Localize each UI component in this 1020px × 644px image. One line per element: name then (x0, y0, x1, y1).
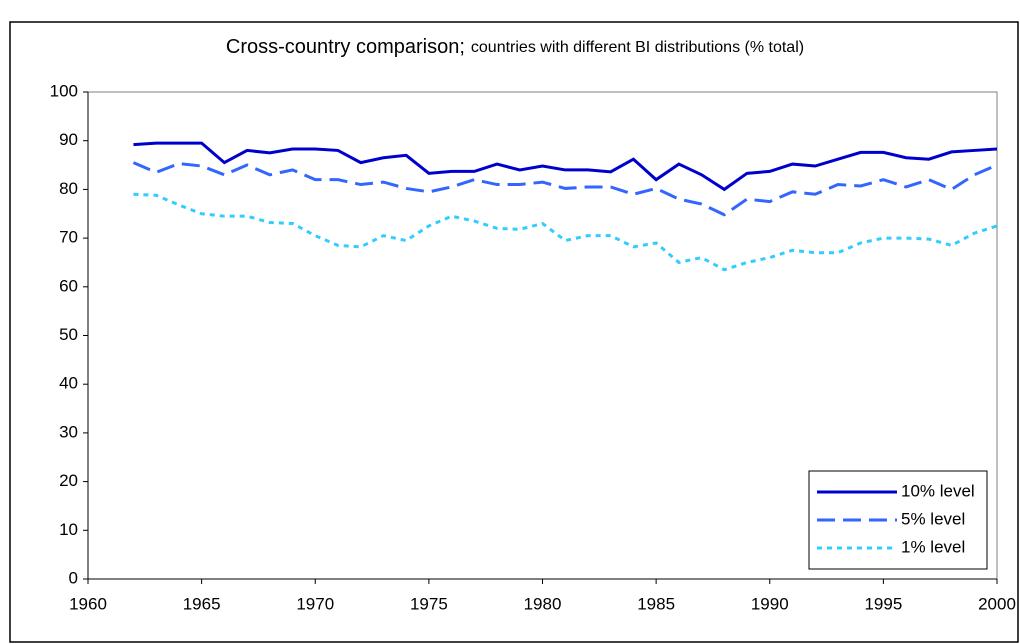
x-tick-label: 1965 (183, 594, 221, 613)
y-tick-label: 0 (69, 568, 78, 587)
subtitle: countries with different BI distribution… (471, 39, 804, 56)
y-tick-label: 10 (59, 520, 78, 539)
x-tick-label: 1980 (524, 594, 562, 613)
x-tick-label: 1960 (69, 594, 107, 613)
x-tick-label: 1990 (751, 594, 789, 613)
x-tick-label: 1975 (410, 594, 448, 613)
y-tick-label: 20 (59, 471, 78, 490)
chart-title: Cross-country comparison; countries with … (226, 36, 804, 58)
title: Cross-country comparison; (226, 36, 465, 58)
x-tick-label: 1985 (637, 594, 675, 613)
legend-label: 5% level (901, 509, 965, 528)
y-tick-label: 100 (50, 81, 78, 100)
y-tick-label: 60 (59, 276, 78, 295)
data-line (133, 141, 998, 192)
x-tick-label: 1995 (864, 594, 902, 613)
data-line (132, 161, 998, 217)
legend-box (808, 470, 988, 570)
y-tick-label: 30 (59, 422, 78, 441)
y-tick-label: 70 (59, 228, 78, 247)
legend-label: 1% level (901, 537, 965, 556)
legend-label: 10% level (901, 481, 975, 500)
y-tick-label: 50 (59, 325, 78, 344)
y-tick-label: 40 (59, 374, 78, 393)
legend: 10% level 5% level 1% level (808, 470, 988, 570)
x-tick-label: 2000 (978, 594, 1016, 613)
y-tick-label: 80 (59, 179, 78, 198)
x-tick-label: 1970 (296, 594, 334, 613)
y-tick-label: 90 (59, 130, 78, 149)
